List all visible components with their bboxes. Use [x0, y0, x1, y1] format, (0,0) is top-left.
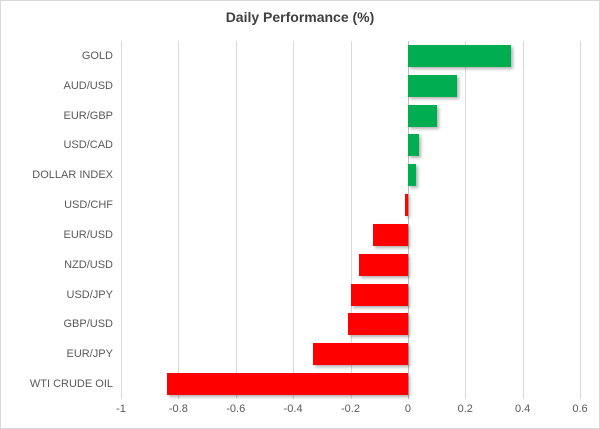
category-label: EUR/GBP — [63, 109, 113, 122]
tick-label: 0.6 — [572, 403, 588, 415]
gridline — [121, 41, 122, 399]
gridline — [580, 41, 581, 399]
zero-axis-line — [407, 41, 409, 399]
bar-eur-gbp — [407, 104, 437, 127]
category-label: EUR/USD — [63, 228, 113, 241]
category-label: USD/CHF — [64, 199, 113, 212]
plot-area — [121, 41, 581, 399]
bar-gold — [407, 44, 512, 67]
bar-usd-cad — [407, 134, 420, 157]
chart-title: Daily Performance (%) — [225, 9, 375, 25]
gridline — [465, 41, 467, 399]
category-label: GOLD — [81, 49, 113, 62]
tick-label: 0 — [404, 403, 411, 415]
tick-label: 0.4 — [514, 403, 531, 415]
category-label: DOLLAR INDEX — [32, 169, 113, 182]
bar-usd-chf — [405, 194, 408, 217]
bar-wti-crude-oil — [166, 373, 408, 396]
tick-label: -0.2 — [341, 403, 360, 415]
bar-eur-usd — [373, 223, 408, 246]
value-axis: -1 -0.8 -0.6 -0.4 -0.2 0 0.2 0.4 0.6 — [1, 403, 599, 421]
tick-label: -1 — [116, 403, 126, 415]
bar-dollar-index — [407, 164, 417, 187]
bar-aud-usd — [407, 74, 457, 97]
tick-label: -0.6 — [226, 403, 246, 415]
tick-label: 0.2 — [457, 403, 473, 415]
category-label: GBP/USD — [63, 318, 113, 331]
gridline — [293, 41, 295, 399]
category-label: WTI CRUDE OIL — [29, 378, 113, 391]
category-label: EUR/JPY — [66, 348, 113, 361]
gridline — [235, 41, 237, 399]
gridline — [522, 41, 524, 399]
category-label: USD/CAD — [63, 139, 113, 152]
bar-nzd-usd — [359, 253, 408, 276]
bar-usd-jpy — [350, 283, 408, 306]
bar-eur-jpy — [313, 343, 408, 366]
category-label: AUD/USD — [63, 79, 113, 92]
gridline — [178, 41, 180, 399]
bar-gbp-usd — [347, 313, 408, 336]
tick-label: -0.4 — [283, 403, 303, 415]
category-label: NZD/USD — [64, 258, 113, 271]
category-label: USD/JPY — [66, 288, 113, 301]
tick-label: -0.8 — [168, 403, 188, 415]
gridline — [350, 41, 352, 399]
category-axis: GOLD AUD/USD EUR/GBP USD/CAD DOLLAR INDEX USD… — [1, 41, 113, 399]
